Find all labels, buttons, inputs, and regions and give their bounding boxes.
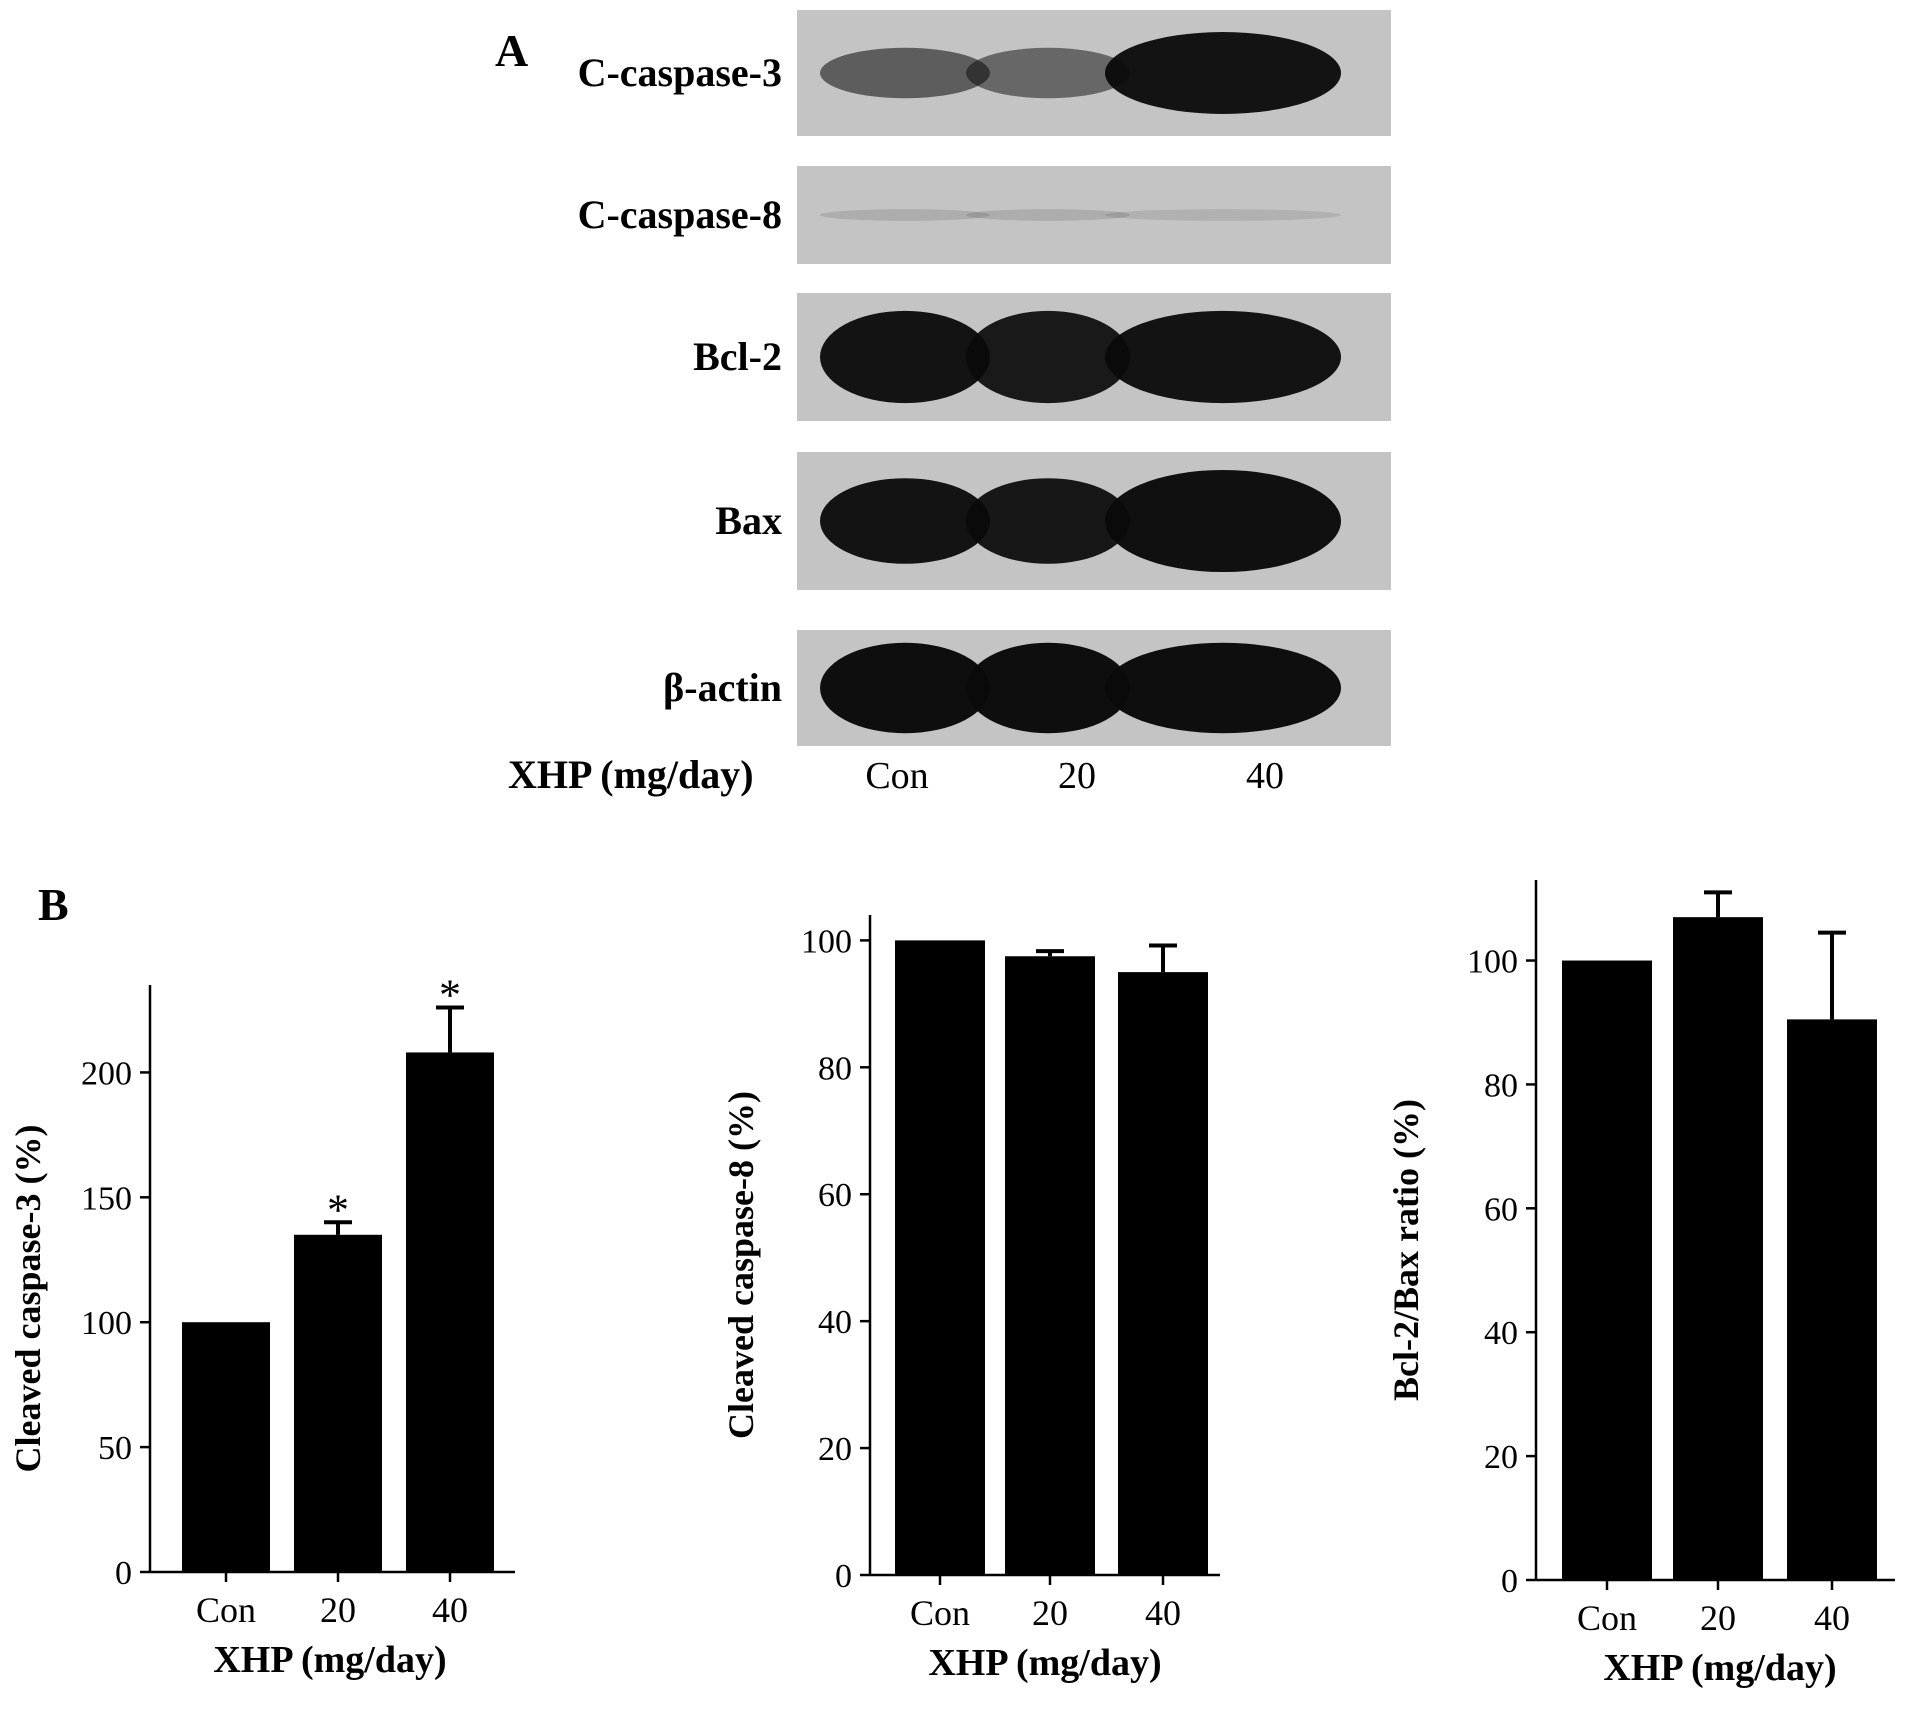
blot-band-c-caspase-3-20 — [966, 47, 1130, 99]
blot-band-c-caspase-8-20 — [966, 209, 1130, 221]
x-tick-label-con: Con — [196, 1590, 256, 1630]
y-axis-label: Cleaved caspase-8 (%) — [721, 1091, 761, 1439]
chart-bcl2-bax-ratio: 0 20 40 60 80 100 Con 20 40 XHP (mg/day) Bcl-2/Bax… — [1386, 880, 1895, 1689]
x-axis-label: XHP (mg/day) — [1603, 1647, 1836, 1689]
y-tick-label: 20 — [818, 1431, 852, 1468]
y-tick-label: 0 — [1501, 1563, 1518, 1600]
blot-band-c-caspase-3-40 — [1105, 32, 1341, 114]
y-tick-label: 20 — [1484, 1439, 1518, 1476]
blot-band-bcl-2-con — [820, 310, 990, 404]
lane-label-20: 20 — [1058, 755, 1096, 797]
y-tick-label: 100 — [81, 1305, 132, 1342]
bar-con — [1562, 960, 1652, 1580]
significance-20: * — [327, 1185, 349, 1234]
blot-band-bcl-2-40 — [1105, 310, 1341, 404]
blot-band-bax-40 — [1105, 469, 1341, 573]
panel-b-label: B — [38, 879, 69, 930]
bar-40 — [1787, 1019, 1877, 1580]
x-tick-label-40: 40 — [432, 1590, 468, 1630]
blot-c-caspase-8: C-caspase-8 — [578, 166, 1391, 264]
panel-a-western-blot: A C-caspase-3C-caspase-8Bcl-2Baxβ-actin … — [495, 10, 1391, 797]
x-tick-label-20: 20 — [320, 1590, 356, 1630]
y-axis-label: Cleaved caspase-3 (%) — [8, 1125, 48, 1473]
chart-cleaved-caspase-8: 0 20 40 60 80 100 Con 20 40 XHP (mg/day) Cleaved c… — [721, 915, 1220, 1684]
blot-band-bax-20 — [966, 478, 1130, 564]
y-tick-label: 50 — [98, 1430, 132, 1467]
y-tick-label: 60 — [1484, 1191, 1518, 1228]
blot-band-beta-actin-40 — [1105, 642, 1341, 734]
blot-label-bcl-2: Bcl-2 — [693, 334, 782, 379]
blot-band-c-caspase-8-con — [820, 209, 990, 221]
significance-40: * — [439, 970, 461, 1019]
x-tick-label-con: Con — [910, 1593, 970, 1633]
y-tick-label: 40 — [1484, 1315, 1518, 1352]
y-tick-label: 100 — [1467, 944, 1518, 981]
y-tick-label: 0 — [835, 1558, 852, 1595]
blot-bax: Bax — [715, 452, 1391, 590]
lane-labels: Con 20 40 — [865, 755, 1284, 797]
panel-a-label: A — [495, 25, 528, 76]
blot-label-beta-actin: β-actin — [663, 665, 782, 710]
blot-strip-c-caspase-8 — [797, 166, 1391, 264]
bar-20 — [1673, 917, 1763, 1580]
x-tick-label-20: 20 — [1700, 1598, 1736, 1638]
blot-band-beta-actin-20 — [966, 642, 1130, 734]
blot-band-bax-con — [820, 478, 990, 564]
x-axis-label: XHP (mg/day) — [213, 1639, 446, 1681]
x-tick-label-40: 40 — [1814, 1598, 1850, 1638]
blot-bcl-2: Bcl-2 — [693, 293, 1391, 421]
y-tick-label: 80 — [818, 1050, 852, 1087]
blot-label-bax: Bax — [715, 498, 782, 543]
lane-label-40: 40 — [1246, 755, 1284, 797]
bar-con — [895, 940, 985, 1575]
bar-con — [182, 1322, 270, 1572]
y-axis-label: Bcl-2/Bax ratio (%) — [1386, 1099, 1426, 1401]
y-tick-label: 40 — [818, 1304, 852, 1341]
bar-40 — [1118, 972, 1208, 1575]
blot-band-c-caspase-3-con — [820, 47, 990, 99]
x-axis-label: XHP (mg/day) — [928, 1642, 1161, 1684]
blot-band-bcl-2-20 — [966, 310, 1130, 404]
bar-20 — [1005, 956, 1095, 1575]
blot-strips: C-caspase-3 C-caspase-8 Bcl-2 Bax β-actin — [578, 10, 1391, 746]
y-tick-label: 80 — [1484, 1067, 1518, 1104]
bar-40 — [406, 1052, 494, 1572]
x-tick-label-40: 40 — [1145, 1593, 1181, 1633]
bar-20 — [294, 1234, 382, 1572]
blot-label-c-caspase-8: C-caspase-8 — [578, 192, 782, 237]
blot-label-c-caspase-3: C-caspase-3 — [578, 50, 782, 95]
blot-c-caspase-3: C-caspase-3 — [578, 10, 1391, 136]
y-tick-label: 150 — [81, 1180, 132, 1217]
blot-beta-actin: β-actin — [663, 630, 1391, 746]
x-tick-label-con: Con — [1577, 1598, 1637, 1638]
y-tick-label: 200 — [81, 1055, 132, 1092]
y-tick-label: 60 — [818, 1177, 852, 1214]
blot-band-c-caspase-8-40 — [1105, 209, 1341, 221]
chart-cleaved-caspase-3: 0 50 100 150 200 Con * 20 * 40 XHP (mg/day) Cleaved… — [8, 970, 515, 1681]
x-tick-label-20: 20 — [1032, 1593, 1068, 1633]
lane-label-con: Con — [865, 755, 928, 797]
panel-a-xaxis-label: XHP (mg/day) — [508, 752, 754, 797]
y-tick-label: 0 — [115, 1555, 132, 1592]
blot-band-beta-actin-con — [820, 642, 990, 734]
y-tick-label: 100 — [801, 923, 852, 960]
